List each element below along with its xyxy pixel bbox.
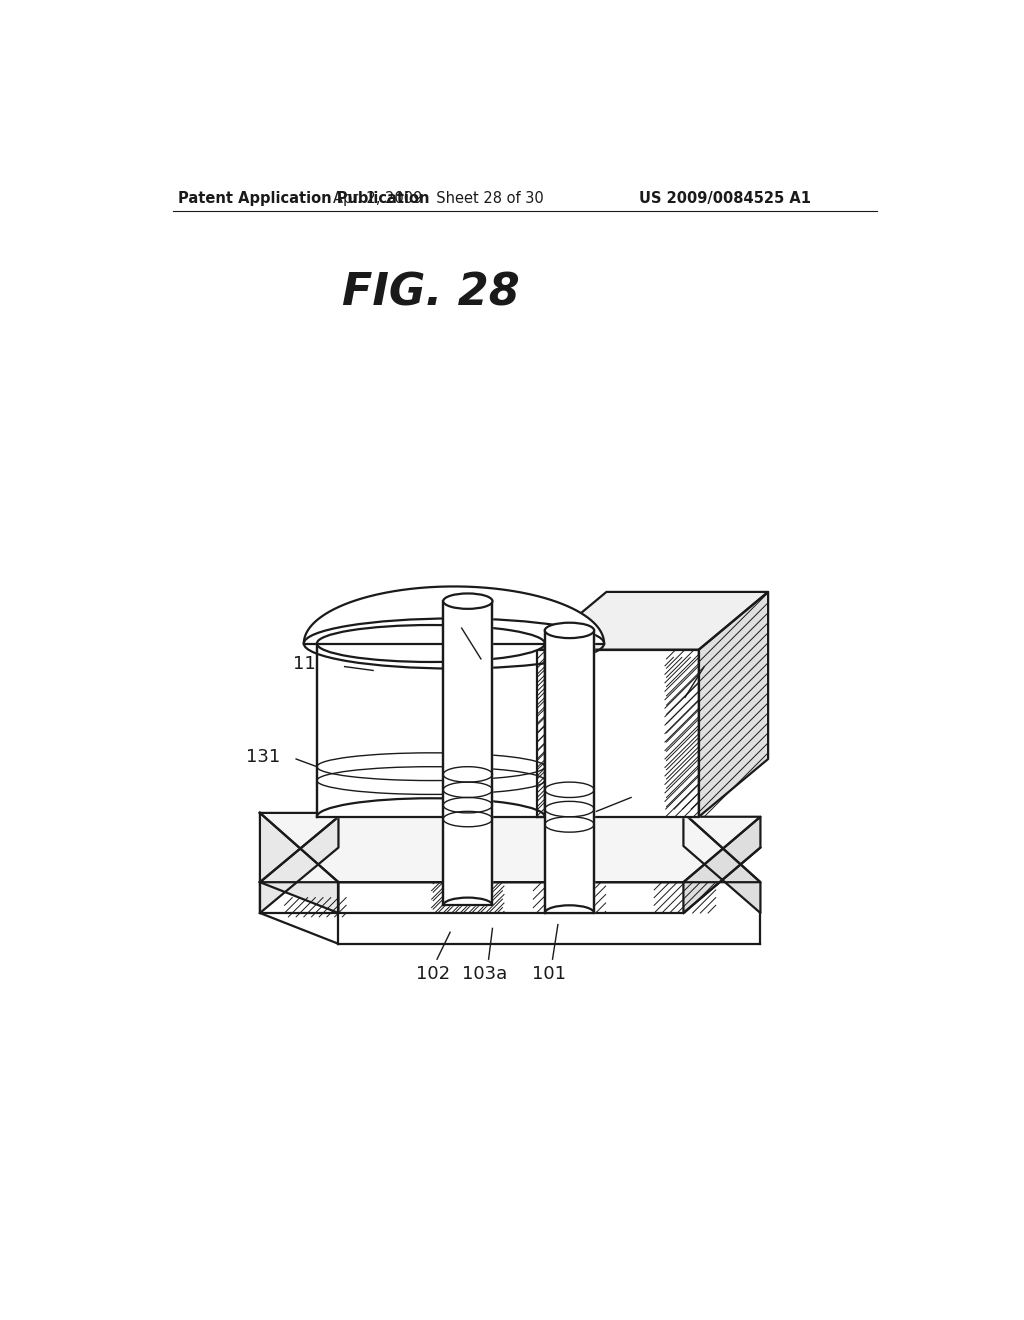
Ellipse shape [545,623,594,638]
Polygon shape [260,817,761,882]
Polygon shape [538,591,768,649]
Text: FIG. 28: FIG. 28 [342,272,520,314]
Polygon shape [698,591,768,817]
Text: 131: 131 [247,748,281,767]
Text: 102: 102 [416,965,451,983]
Text: 109: 109 [707,649,740,668]
Polygon shape [304,586,604,644]
Ellipse shape [316,626,545,663]
Text: 101: 101 [531,965,565,983]
Polygon shape [443,601,493,906]
Text: 133: 133 [634,785,668,804]
Text: Apr. 2, 2009   Sheet 28 of 30: Apr. 2, 2009 Sheet 28 of 30 [333,191,544,206]
Polygon shape [260,813,339,913]
Polygon shape [683,813,761,913]
Polygon shape [545,631,594,913]
Ellipse shape [443,594,493,609]
Text: 103a: 103a [462,965,507,983]
Text: 110: 110 [293,655,327,673]
Text: US 2009/0084525 A1: US 2009/0084525 A1 [639,191,811,206]
Polygon shape [538,649,698,817]
Text: 132: 132 [429,606,464,623]
Text: Patent Application Publication: Patent Application Publication [178,191,430,206]
Polygon shape [683,817,761,913]
Polygon shape [260,817,339,913]
Polygon shape [260,813,761,882]
Polygon shape [316,644,545,817]
